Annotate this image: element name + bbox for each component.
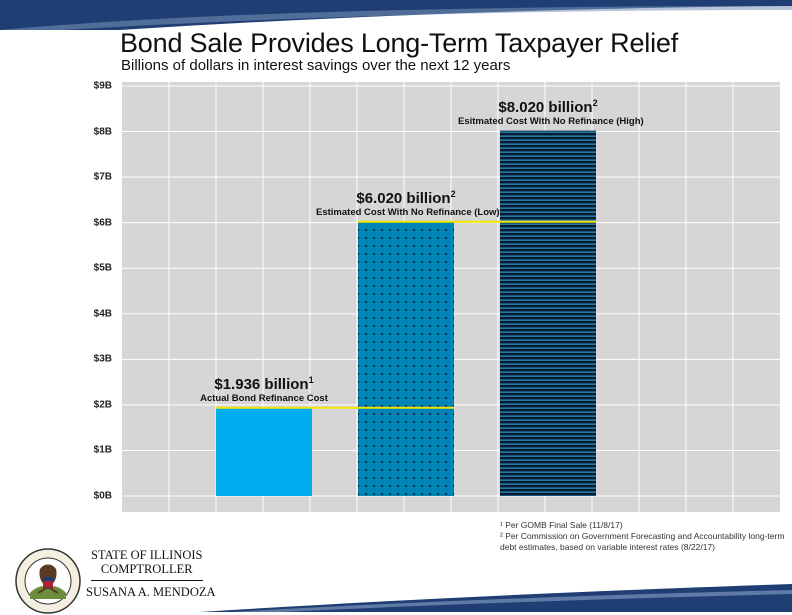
y-tick-label: $8B	[93, 126, 112, 138]
y-tick-label: $0B	[93, 490, 112, 502]
y-tick-label: $9B	[93, 80, 112, 92]
bar-3	[500, 130, 596, 496]
footnote-mark: 2	[592, 97, 598, 108]
chart-title: Bond Sale Provides Long-Term Taxpayer Re…	[120, 28, 679, 58]
logo-divider	[91, 580, 203, 581]
bottom-band-accent	[230, 590, 792, 612]
logo-line-office: COMPTROLLER	[100, 562, 193, 576]
chart-subtitle: Billions of dollars in interest savings …	[121, 57, 511, 74]
footnote-2: ² Per Commission on Government Forecasti…	[500, 531, 785, 552]
logo-line-name: SUSANA A. MENDOZA	[86, 585, 216, 599]
footnotes: ¹ Per GOMB Final Sale (11/8/17) ² Per Co…	[500, 520, 790, 553]
bar-value-label: $1.936 billion1	[214, 374, 314, 393]
bar-value-label: $8.020 billion2	[498, 97, 598, 116]
y-tick-label: $3B	[93, 353, 112, 365]
y-tick-label: $6B	[93, 217, 112, 229]
footnote-mark: 2	[450, 188, 456, 199]
bar-category-label: Estimated Cost With No Refinance (Low)	[316, 206, 500, 218]
footnote-mark: 1	[308, 374, 314, 385]
bar-value-label: $6.020 billion2	[356, 188, 456, 207]
bar-label-1: $1.936 billion1 Actual Bond Refinance Cos…	[174, 372, 354, 405]
logo-line-state: STATE OF ILLINOIS	[91, 548, 203, 562]
y-tick-label: $2B	[93, 399, 112, 411]
bar-label-2: $6.020 billion2 Estimated Cost With No Re…	[316, 186, 500, 219]
state-seal-icon	[15, 548, 81, 614]
footnote-1: ¹ Per GOMB Final Sale (11/8/17)	[500, 520, 623, 530]
y-tick-label: $4B	[93, 308, 112, 320]
top-band-accent	[0, 6, 792, 30]
bottom-band-shape	[200, 584, 792, 612]
comptroller-logo: STATE OF ILLINOIS COMPTROLLER	[91, 548, 203, 576]
bottom-decorative-band	[200, 584, 792, 612]
comptroller-name: SUSANA A. MENDOZA	[86, 585, 216, 599]
bar-label-3: $8.020 billion2 Esitmated Cost With No Re…	[458, 95, 644, 128]
bar-category-label: Actual Bond Refinance Cost	[200, 392, 328, 404]
bars	[216, 130, 596, 496]
y-tick-label: $1B	[93, 444, 112, 456]
y-tick-label: $7B	[93, 171, 112, 183]
y-tick-label: $5B	[93, 262, 112, 274]
bar-1	[216, 407, 312, 496]
bar-category-label: Esitmated Cost With No Refinance (High)	[458, 115, 644, 127]
plot-area	[122, 82, 780, 512]
reference-lines	[216, 220, 596, 409]
bar-2	[358, 221, 454, 496]
top-decorative-band	[0, 0, 792, 30]
